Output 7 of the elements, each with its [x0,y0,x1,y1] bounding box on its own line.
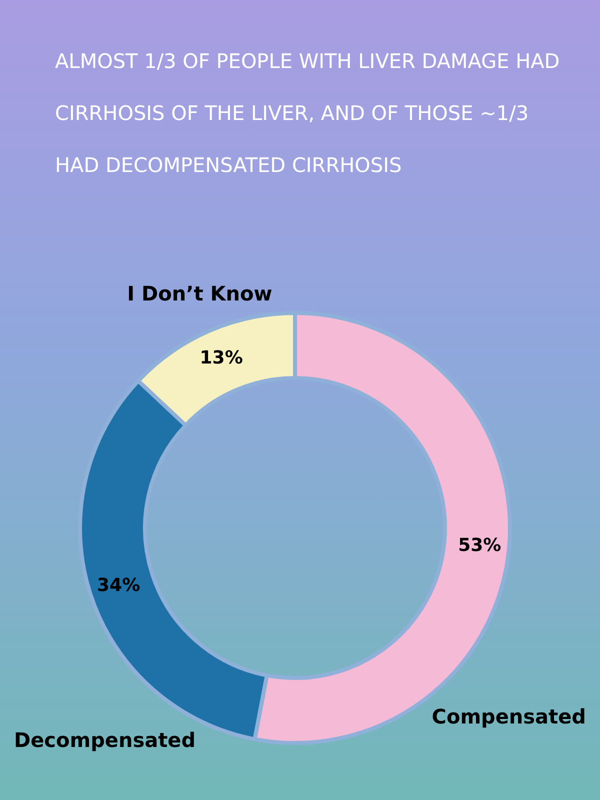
chart-title: ALMOST 1/3 OF PEOPLE WITH LIVER DAMAGE HAD CIRRHOSIS OF THE LIVER, AND OF THOSE ~1/3 HAD DECOMPENSATED CIRRHOSIS [55,49,560,177]
data-label: 13% [200,347,243,368]
slice-label: Compensated [432,704,586,729]
data-label: 34% [97,574,140,596]
slice-label: Decompensated [14,728,196,752]
slice-label: I Don’t Know [127,282,272,306]
data-label: 53% [458,534,502,556]
